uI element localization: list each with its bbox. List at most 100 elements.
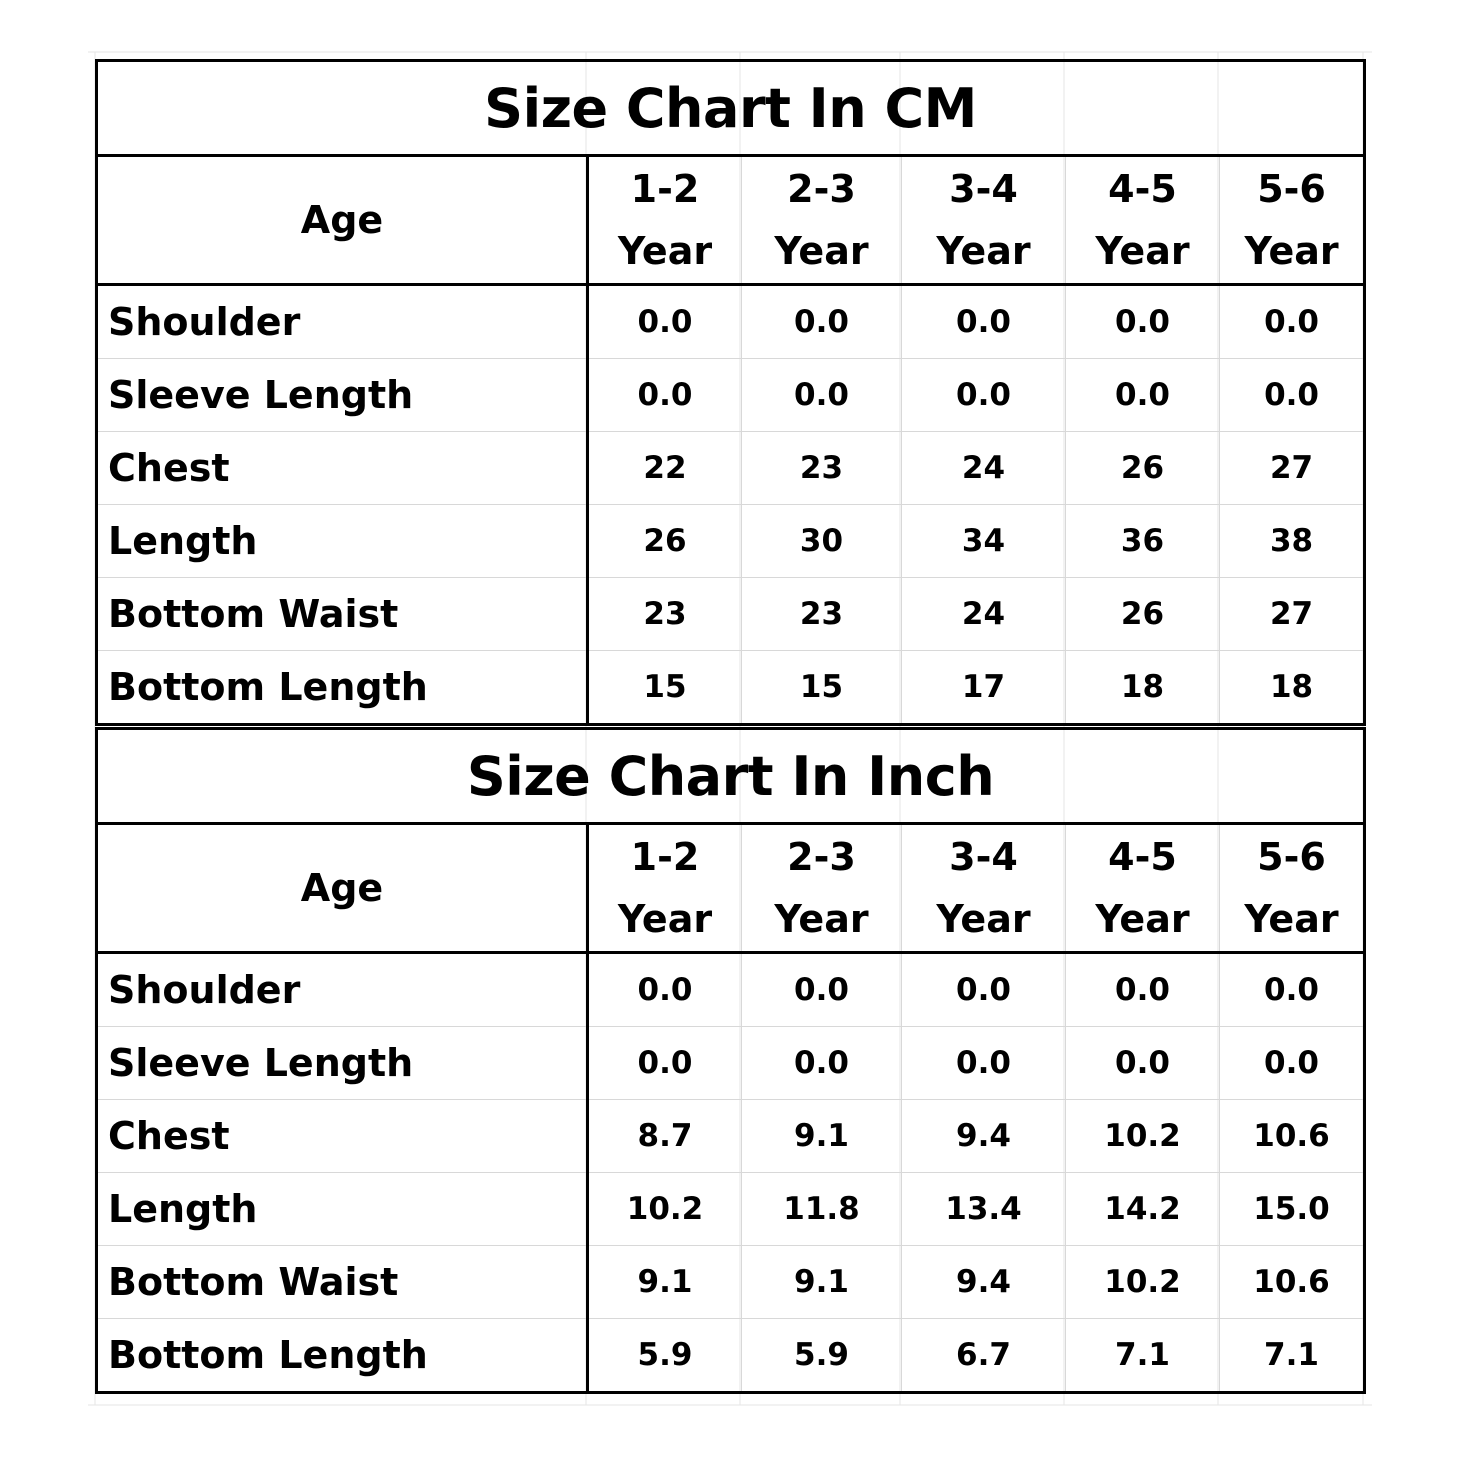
table-row: Length 26 30 34 36 38 <box>95 504 1367 578</box>
value-cell: 0.0 <box>587 358 742 432</box>
value-cell: 27 <box>1218 577 1367 651</box>
cm-table-title: Size Chart In CM <box>94 59 1367 157</box>
value-cell: 36 <box>1065 504 1220 578</box>
value-cell: 27 <box>1218 431 1367 505</box>
value-cell: 0.0 <box>1218 358 1367 432</box>
inch-age-header: Age <box>95 823 589 954</box>
value-cell: 15 <box>741 650 902 726</box>
table-row: Chest 22 23 24 26 27 <box>95 431 1367 505</box>
cm-age-column-header: 4-5 Year <box>1065 155 1220 286</box>
value-cell: 10.6 <box>1219 1245 1366 1319</box>
table-row: Shoulder 0.0 0.0 0.0 0.0 0.0 <box>95 952 1366 1027</box>
size-chart-sheet: Size Chart In CM Age 1-2 Year 2-3 Year 3-4… <box>94 59 1367 1396</box>
value-cell: 0.0 <box>1065 952 1220 1027</box>
value-cell: 10.2 <box>1065 1245 1220 1319</box>
row-label: Shoulder <box>95 284 589 359</box>
value-cell: 8.7 <box>587 1099 742 1173</box>
row-label: Bottom Waist <box>95 577 589 651</box>
table-row: Shoulder 0.0 0.0 0.0 0.0 0.0 <box>95 284 1367 359</box>
table-row: Sleeve Length 0.0 0.0 0.0 0.0 0.0 <box>95 1026 1366 1100</box>
table-row: Bottom Length 15 15 17 18 18 <box>95 650 1367 726</box>
inch-table-title: Size Chart In Inch <box>95 727 1366 825</box>
value-cell: 9.1 <box>741 1245 902 1319</box>
row-label: Sleeve Length <box>95 1026 589 1100</box>
value-cell: 0.0 <box>1218 284 1367 359</box>
table-row: Bottom Length 5.9 5.9 6.7 7.1 7.1 <box>95 1318 1366 1394</box>
value-cell: 15 <box>587 650 742 726</box>
value-cell: 0.0 <box>901 284 1066 359</box>
value-cell: 0.0 <box>741 952 902 1027</box>
value-cell: 9.1 <box>587 1245 742 1319</box>
table-row: Length 10.2 11.8 13.4 14.2 15.0 <box>95 1172 1366 1246</box>
row-label: Length <box>95 504 589 578</box>
row-label: Shoulder <box>95 952 589 1027</box>
value-cell: 23 <box>741 431 902 505</box>
value-cell: 13.4 <box>901 1172 1066 1246</box>
table-row: Bottom Waist 23 23 24 26 27 <box>95 577 1367 651</box>
value-cell: 5.9 <box>741 1318 902 1394</box>
value-cell: 7.1 <box>1219 1318 1366 1394</box>
table-row: Bottom Waist 9.1 9.1 9.4 10.2 10.6 <box>95 1245 1366 1319</box>
value-cell: 6.7 <box>901 1318 1066 1394</box>
row-label: Chest <box>95 431 589 505</box>
value-cell: 0.0 <box>741 1026 902 1100</box>
value-cell: 30 <box>741 504 902 578</box>
value-cell: 0.0 <box>741 284 902 359</box>
value-cell: 18 <box>1218 650 1367 726</box>
table-row: Chest 8.7 9.1 9.4 10.2 10.6 <box>95 1099 1366 1173</box>
value-cell: 24 <box>901 577 1066 651</box>
value-cell: 10.2 <box>1065 1099 1220 1173</box>
value-cell: 24 <box>901 431 1066 505</box>
value-cell: 0.0 <box>741 358 902 432</box>
value-cell: 9.4 <box>901 1245 1066 1319</box>
value-cell: 11.8 <box>741 1172 902 1246</box>
value-cell: 0.0 <box>587 1026 742 1100</box>
inch-age-column-header: 1-2 Year <box>587 823 742 954</box>
cm-size-table: Size Chart In CM Age 1-2 Year 2-3 Year 3-4… <box>94 59 1367 726</box>
value-cell: 0.0 <box>901 1026 1066 1100</box>
cm-age-column-header: 2-3 Year <box>741 155 902 286</box>
value-cell: 0.0 <box>587 952 742 1027</box>
row-label: Chest <box>95 1099 589 1173</box>
value-cell: 9.4 <box>901 1099 1066 1173</box>
value-cell: 14.2 <box>1065 1172 1220 1246</box>
row-label: Bottom Length <box>95 650 589 726</box>
value-cell: 9.1 <box>741 1099 902 1173</box>
cm-age-column-header: 5-6 Year <box>1218 155 1367 286</box>
value-cell: 23 <box>587 577 742 651</box>
value-cell: 38 <box>1218 504 1367 578</box>
value-cell: 0.0 <box>1065 358 1220 432</box>
inch-age-column-header: 2-3 Year <box>741 823 902 954</box>
value-cell: 0.0 <box>901 952 1066 1027</box>
row-label: Sleeve Length <box>95 358 589 432</box>
value-cell: 17 <box>901 650 1066 726</box>
value-cell: 23 <box>741 577 902 651</box>
value-cell: 7.1 <box>1065 1318 1220 1394</box>
value-cell: 0.0 <box>587 284 742 359</box>
value-cell: 34 <box>901 504 1066 578</box>
value-cell: 10.2 <box>587 1172 742 1246</box>
value-cell: 0.0 <box>901 358 1066 432</box>
cm-age-column-header: 1-2 Year <box>587 155 742 286</box>
inch-age-column-header: 3-4 Year <box>901 823 1066 954</box>
value-cell: 26 <box>1065 577 1220 651</box>
row-label: Bottom Length <box>95 1318 589 1394</box>
value-cell: 26 <box>1065 431 1220 505</box>
value-cell: 18 <box>1065 650 1220 726</box>
row-label: Length <box>95 1172 589 1246</box>
value-cell: 10.6 <box>1219 1099 1366 1173</box>
value-cell: 5.9 <box>587 1318 742 1394</box>
value-cell: 26 <box>587 504 742 578</box>
inch-age-column-header: 5-6 Year <box>1219 823 1366 954</box>
table-row: Sleeve Length 0.0 0.0 0.0 0.0 0.0 <box>95 358 1367 432</box>
inch-age-column-header: 4-5 Year <box>1065 823 1220 954</box>
value-cell: 0.0 <box>1065 284 1220 359</box>
value-cell: 0.0 <box>1219 952 1366 1027</box>
value-cell: 22 <box>587 431 742 505</box>
value-cell: 15.0 <box>1219 1172 1366 1246</box>
cm-age-column-header: 3-4 Year <box>901 155 1066 286</box>
value-cell: 0.0 <box>1219 1026 1366 1100</box>
value-cell: 0.0 <box>1065 1026 1220 1100</box>
inch-size-table: Size Chart In Inch Age 1-2 Year 2-3 Year 3… <box>95 727 1366 1394</box>
cm-age-header: Age <box>95 155 589 286</box>
